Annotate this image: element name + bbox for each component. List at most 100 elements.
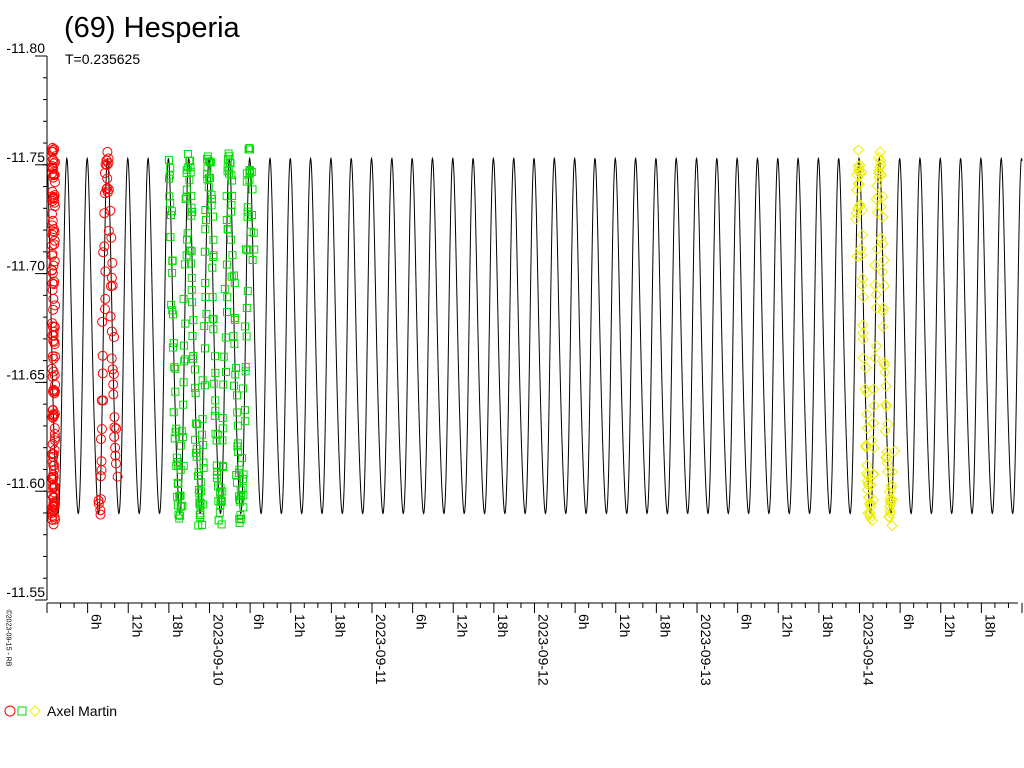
data-point-circle	[101, 160, 112, 171]
data-point-circle	[47, 229, 58, 240]
data-point-circle	[98, 395, 109, 406]
data-point-square	[223, 307, 232, 316]
data-point-diamond	[872, 190, 885, 203]
legend-circle-marker	[4, 705, 16, 717]
data-point-circle	[49, 157, 60, 168]
data-point-square	[204, 183, 213, 192]
data-point-diamond	[861, 484, 874, 496]
data-point-square	[171, 387, 180, 396]
data-point-square	[173, 479, 182, 488]
data-point-square	[212, 473, 221, 482]
legend-label: Axel Martin	[47, 703, 118, 719]
x-date-label: 2023-09-13	[698, 614, 714, 686]
data-point-square	[211, 396, 220, 405]
data-point-square	[219, 380, 228, 389]
data-point-square	[209, 235, 218, 244]
data-point-circle	[93, 495, 104, 506]
data-point-square	[191, 389, 200, 398]
data-point-square	[224, 149, 233, 158]
data-point-square	[239, 503, 248, 512]
data-point-diamond	[863, 509, 876, 521]
data-point-circle	[46, 265, 57, 276]
data-point-square	[164, 155, 173, 164]
y-tick-label: -11.65	[6, 366, 45, 382]
data-point-square	[185, 176, 194, 185]
data-point-square	[167, 300, 176, 309]
data-point-diamond	[876, 266, 889, 278]
data-point-square	[191, 383, 200, 392]
data-point-square	[200, 247, 209, 256]
legend-markers	[4, 705, 41, 717]
data-point-diamond	[867, 494, 880, 506]
data-point-diamond	[874, 154, 887, 167]
data-point-square	[243, 212, 252, 221]
data-point-square	[209, 252, 218, 261]
x-hour-label: 6h	[414, 614, 430, 630]
data-point-diamond	[859, 383, 871, 395]
x-hour-label: 12h	[617, 614, 633, 637]
data-point-square	[200, 381, 209, 390]
data-point-circle	[103, 158, 114, 169]
data-point-circle	[103, 225, 114, 236]
data-point-square	[180, 357, 189, 366]
data-point-square	[201, 225, 210, 234]
data-point-circle	[106, 353, 117, 364]
y-axis: -11.80 -11.75 -11.70 -11.65 -11.60 -11.55	[6, 40, 47, 601]
data-point-square	[229, 332, 238, 341]
y-tick-label: -11.55	[6, 584, 45, 600]
data-point-diamond	[854, 159, 866, 172]
data-point-square	[196, 498, 205, 507]
data-point-square	[188, 207, 197, 216]
legend: Axel Martin	[4, 703, 117, 719]
x-date-label: 2023-09-11	[373, 614, 389, 685]
data-point-circle	[49, 201, 60, 212]
data-point-circle	[47, 250, 58, 261]
data-point-square	[215, 508, 224, 517]
x-hour-label: 18h	[495, 614, 511, 637]
data-point-circle	[97, 368, 108, 379]
data-point-diamond	[867, 417, 880, 429]
data-point-circle	[97, 316, 108, 327]
data-point-square	[241, 417, 250, 426]
data-point-diamond	[884, 495, 897, 508]
data-point-diamond	[879, 425, 891, 437]
data-point-diamond	[857, 291, 870, 303]
x-hour-label: 6h	[901, 614, 917, 630]
data-point-square	[179, 294, 188, 303]
data-point-square	[175, 511, 184, 520]
data-point-square	[190, 365, 199, 374]
data-point-square	[233, 408, 242, 417]
data-point-square	[218, 436, 227, 445]
data-point-diamond	[885, 479, 898, 491]
data-point-square	[239, 491, 248, 500]
data-point-square	[206, 173, 215, 182]
data-point-circle	[95, 509, 106, 520]
y-tick-label: -11.80	[6, 40, 45, 56]
data-point-square	[169, 339, 178, 348]
data-point-circle	[95, 434, 106, 445]
data-point-square	[183, 229, 192, 238]
data-point-square	[214, 482, 223, 491]
data-point-diamond	[851, 250, 863, 263]
data-point-square	[227, 171, 236, 180]
data-point-circle	[109, 331, 120, 342]
data-point-circle	[102, 173, 113, 184]
data-point-circle	[50, 300, 61, 311]
data-point-square	[164, 174, 173, 183]
data-point-square	[241, 367, 250, 376]
data-point-diamond	[877, 320, 889, 333]
data-point-square	[194, 485, 203, 494]
data-point-square	[166, 199, 175, 208]
data-point-circle	[49, 492, 60, 503]
data-point-square	[202, 309, 211, 318]
data-point-square	[211, 368, 220, 377]
data-point-circle	[49, 410, 60, 421]
data-point-square	[248, 256, 257, 265]
data-point-diamond	[867, 383, 880, 395]
data-point-circle	[95, 471, 106, 482]
data-point-circle	[49, 177, 60, 188]
data-point-diamond	[857, 319, 869, 331]
data-point-square	[174, 460, 183, 469]
data-point-square	[223, 293, 232, 302]
